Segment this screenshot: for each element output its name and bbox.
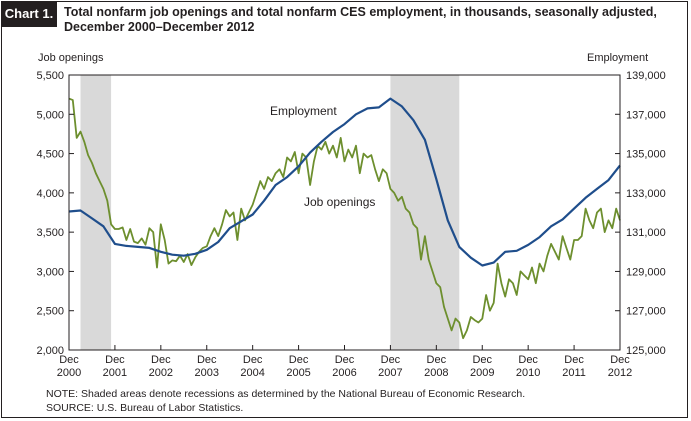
- x-tick-label-year: 2010: [516, 367, 540, 379]
- x-tick-label-month: Dec: [610, 354, 630, 366]
- y-left-tick-label: 4,500: [36, 149, 64, 161]
- x-tick-label-year: 2006: [332, 367, 356, 379]
- x-tick-label-month: Dec: [243, 354, 263, 366]
- y-left-tick-label: 5,500: [36, 70, 64, 82]
- recession-band-2: [390, 75, 460, 350]
- y-right-tick-label: 127,000: [626, 306, 666, 318]
- x-tick-label-month: Dec: [151, 354, 171, 366]
- x-tick-label-month: Dec: [59, 354, 79, 366]
- y-right-tick-label: 135,000: [626, 149, 666, 161]
- recession-band-1: [80, 75, 112, 350]
- chart-label: Chart 1.: [1, 1, 57, 27]
- plot-border: [68, 74, 621, 351]
- x-tick-label-year: 2000: [57, 367, 81, 379]
- x-tick-label-year: 2001: [103, 367, 127, 379]
- y-left-axis-title: Job openings: [38, 52, 104, 64]
- y-left-tick-label: 3,000: [36, 266, 64, 278]
- x-tick-label-year: 2008: [424, 367, 448, 379]
- x-tick-label-month: Dec: [518, 354, 538, 366]
- y-right-tick-label: 125,000: [626, 345, 666, 357]
- series-layer: [68, 97, 621, 340]
- x-tick-label-month: Dec: [197, 354, 217, 366]
- x-tick-label-year: 2004: [240, 367, 264, 379]
- axes: 2,000 2,500 3,000 3,500 4,000 4,500 5,000 5,500…: [36, 70, 665, 379]
- y-left-tick-label: 5,000: [36, 109, 64, 121]
- recession-shading: [80, 75, 460, 350]
- x-tick-label-month: Dec: [335, 354, 355, 366]
- x-tick-label-month: Dec: [427, 354, 447, 366]
- employment-line: [68, 97, 621, 267]
- x-tick-label-month: Dec: [381, 354, 401, 366]
- employment-series-label: Employment: [270, 104, 337, 118]
- note-text: NOTE: Shaded areas denote recessions as …: [46, 388, 526, 400]
- y-left-tick-label: 2,500: [36, 306, 64, 318]
- y-right-tick-label: 139,000: [626, 70, 666, 82]
- y-left-tick-label: 2,000: [36, 345, 64, 357]
- chart-notes: NOTE: Shaded areas denote recessions as …: [46, 388, 525, 415]
- chart-title-line2: December 2000–December 2012: [64, 20, 255, 34]
- x-tick-label-year: 2003: [195, 367, 219, 379]
- x-tick-label-year: 2012: [608, 367, 632, 379]
- y-left-tick-label: 3,500: [36, 227, 64, 239]
- y-right-tick-label: 129,000: [626, 266, 666, 278]
- y-right-tick-label: 133,000: [626, 188, 666, 200]
- x-tick-label-year: 2007: [378, 367, 402, 379]
- x-tick-label-year: 2011: [562, 367, 586, 379]
- x-tick-label-month: Dec: [289, 354, 309, 366]
- chart-title-line1: Total nonfarm job openings and total non…: [64, 5, 657, 19]
- job-openings-line: [68, 97, 621, 340]
- x-tick-label-month: Dec: [105, 354, 125, 366]
- y-right-tick-label: 137,000: [626, 109, 666, 121]
- y-right-tick-label: 131,000: [626, 227, 666, 239]
- job-openings-series-label: Job openings: [304, 195, 375, 209]
- x-tick-label-year: 2009: [470, 367, 494, 379]
- x-tick-label-month: Dec: [472, 354, 492, 366]
- y-left-tick-label: 4,000: [36, 188, 64, 200]
- source-text: SOURCE: U.S. Bureau of Labor Statistics.: [46, 401, 244, 414]
- y-right-axis-title: Employment: [587, 52, 648, 64]
- x-tick-label-month: Dec: [564, 354, 584, 366]
- chart-title: Total nonfarm job openings and total non…: [64, 5, 684, 35]
- x-tick-label-year: 2002: [149, 367, 173, 379]
- x-tick-label-year: 2005: [286, 367, 310, 379]
